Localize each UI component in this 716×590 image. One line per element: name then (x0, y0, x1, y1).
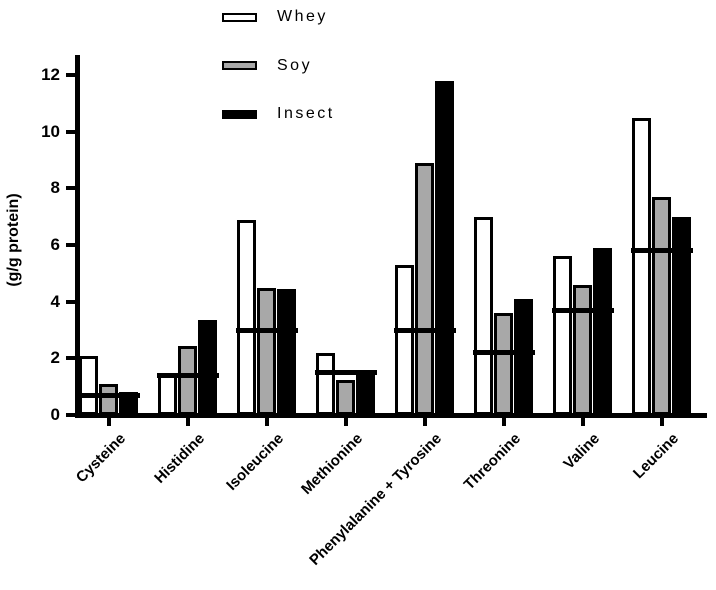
x-tick (265, 417, 269, 426)
x-tick (344, 417, 348, 426)
bar-insect-isoleucine (277, 289, 296, 415)
y-tick (66, 356, 75, 361)
bar-whey-cysteine (79, 356, 98, 415)
bar-insect-cysteine (119, 392, 138, 415)
bar-insect-valine (593, 248, 612, 415)
bar-whey-threonine (474, 217, 493, 415)
legend-swatch-whey (222, 12, 257, 22)
bar-insect-methionine (356, 371, 375, 415)
reference-line-isoleucine (236, 327, 298, 333)
bar-soy-cysteine (99, 384, 118, 415)
y-tick-label: 0 (50, 405, 60, 424)
reference-line-phenylalanine-tyrosine (394, 327, 456, 333)
y-tick-label: 8 (50, 178, 60, 198)
y-tick-label: 10 (41, 121, 60, 141)
bar-insect-threonine (514, 299, 533, 415)
y-axis-line (75, 55, 80, 417)
legend-item-insect: Insect (222, 105, 335, 123)
reference-line-histidine (157, 372, 219, 378)
bar-whey-leucine (632, 118, 651, 415)
y-tick (66, 413, 75, 417)
bar-soy-methionine (336, 380, 355, 415)
reference-line-leucine (631, 248, 693, 254)
bar-whey-phenylalanine-tyrosine (395, 265, 414, 415)
bar-soy-valine (573, 285, 592, 415)
y-tick (66, 73, 75, 77)
bar-whey-valine (553, 256, 572, 415)
bar-soy-isoleucine (257, 288, 276, 415)
legend-item-soy: Soy (222, 57, 312, 75)
x-tick (186, 417, 190, 426)
y-tick (66, 129, 75, 134)
bar-whey-methionine (316, 353, 335, 415)
x-tick (581, 417, 585, 426)
reference-line-methionine (315, 370, 377, 375)
y-tick (66, 243, 75, 247)
bar-insect-phenylalanine-tyrosine (435, 81, 454, 415)
bar-whey-histidine (158, 373, 177, 415)
legend-item-whey: Whey (222, 8, 328, 26)
x-axis-line (75, 413, 707, 418)
legend-swatch-insect (222, 109, 257, 119)
legend-label: Soy (277, 56, 313, 74)
legend-swatch-soy (222, 61, 257, 70)
x-tick (502, 417, 506, 426)
legend-label: Whey (277, 8, 328, 25)
bar-soy-threonine (494, 313, 513, 415)
x-tick (107, 417, 111, 426)
y-tick-label: 12 (41, 65, 60, 84)
y-tick-label: 2 (50, 348, 60, 368)
bar-soy-histidine (178, 346, 197, 415)
y-tick (66, 186, 75, 191)
y-tick-label: 4 (50, 291, 60, 311)
reference-line-cysteine (78, 392, 140, 398)
x-tick (423, 417, 427, 426)
y-tick-label: 6 (50, 235, 60, 254)
bar-whey-isoleucine (237, 220, 256, 415)
bar-soy-phenylalanine-tyrosine (415, 163, 434, 415)
y-tick (66, 299, 75, 304)
reference-line-valine (552, 307, 614, 313)
bar-insect-leucine (672, 217, 691, 415)
reference-line-threonine (473, 350, 535, 356)
bar-soy-leucine (652, 197, 671, 415)
legend-label: Insect (277, 105, 335, 122)
bar-insect-histidine (198, 320, 217, 415)
x-tick (660, 417, 664, 426)
